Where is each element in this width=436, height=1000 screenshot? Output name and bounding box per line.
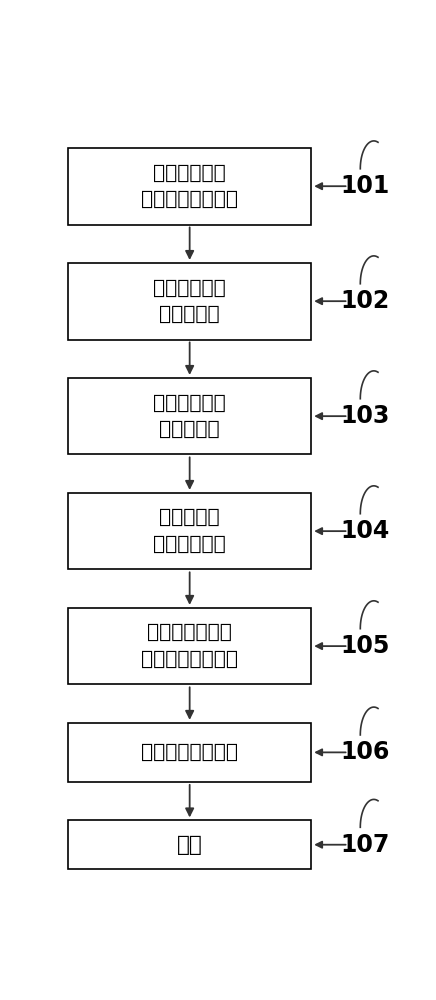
Text: 对前后索网
进行网格划分: 对前后索网 进行网格划分 [153, 508, 226, 554]
Text: 确定赋形区域
及增益要求: 确定赋形区域 及增益要求 [153, 393, 226, 439]
Bar [68, 493, 311, 569]
Text: 103: 103 [341, 404, 390, 428]
Text: 迭代求解优化模型: 迭代求解优化模型 [141, 743, 238, 762]
Text: 建立赋形设计的
机电集成优化模型: 建立赋形设计的 机电集成优化模型 [141, 623, 238, 669]
Text: 102: 102 [341, 289, 390, 313]
Text: 确定天线基本
电参数和几何参数: 确定天线基本 电参数和几何参数 [141, 163, 238, 209]
Bar [68, 378, 311, 454]
Bar [68, 723, 311, 782]
Text: 105: 105 [341, 634, 390, 658]
Bar [68, 148, 311, 225]
Text: 生成前后索网
偏置抛物面: 生成前后索网 偏置抛物面 [153, 278, 226, 324]
Text: 结束: 结束 [177, 835, 203, 855]
Text: 106: 106 [341, 740, 390, 764]
Bar [68, 820, 311, 869]
Text: 104: 104 [341, 519, 390, 543]
Bar [68, 263, 311, 340]
Bar [68, 608, 311, 684]
Text: 107: 107 [341, 833, 390, 857]
Text: 101: 101 [341, 174, 390, 198]
